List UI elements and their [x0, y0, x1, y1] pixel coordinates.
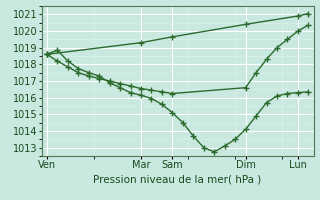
- X-axis label: Pression niveau de la mer( hPa ): Pression niveau de la mer( hPa ): [93, 174, 262, 184]
